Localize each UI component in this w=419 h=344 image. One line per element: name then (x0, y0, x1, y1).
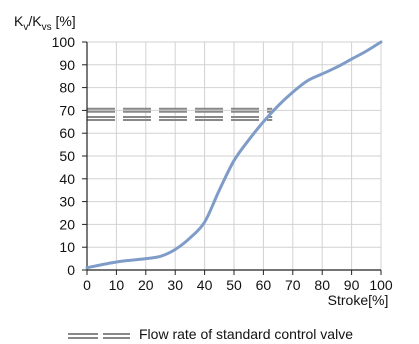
x-tick-label: 20 (138, 277, 154, 293)
y-tick-label: 40 (59, 171, 75, 187)
y-tick-label: 30 (59, 194, 75, 210)
x-tick-label: 60 (256, 277, 272, 293)
y-tick-label: 80 (59, 80, 75, 96)
legend-label: Flow rate of standard control valve (139, 326, 353, 342)
legend: Flow rate of standard control valve (68, 326, 353, 342)
series-layer (85, 40, 383, 270)
x-tick-label: 70 (285, 277, 301, 293)
x-tick-label: 90 (344, 277, 360, 293)
y-tick-label: 20 (59, 216, 75, 232)
x-tick-label: 80 (314, 277, 330, 293)
x-tick-label: 40 (197, 277, 213, 293)
x-tick-label: 50 (226, 277, 242, 293)
x-tick-label: 30 (167, 277, 183, 293)
y-tick-label: 90 (59, 57, 75, 73)
y-tick-label: 70 (59, 102, 75, 118)
tick-layer: 0 10 20 30 40 50 60 70 80 90 100 0 10 20 30 40 50 60 70 80 9… (52, 34, 393, 293)
y-axis-label: Kv/Kvs [%] (14, 13, 76, 33)
y-tick-label: 100 (52, 34, 76, 50)
y-tick-label: 0 (67, 262, 75, 278)
legend-swatch (68, 333, 130, 339)
y-tick-label: 60 (59, 125, 75, 141)
x-tick-label: 0 (83, 277, 91, 293)
flow-characteristic-line (85, 40, 383, 270)
x-tick-label: 100 (369, 277, 393, 293)
y-tick-label: 50 (59, 148, 75, 164)
y-tick-label: 10 (59, 239, 75, 255)
standard-control-valve-band (87, 107, 273, 121)
grid-layer (86, 41, 382, 271)
x-tick-label: 10 (109, 277, 125, 293)
x-axis-label: Stroke[%] (328, 292, 389, 308)
